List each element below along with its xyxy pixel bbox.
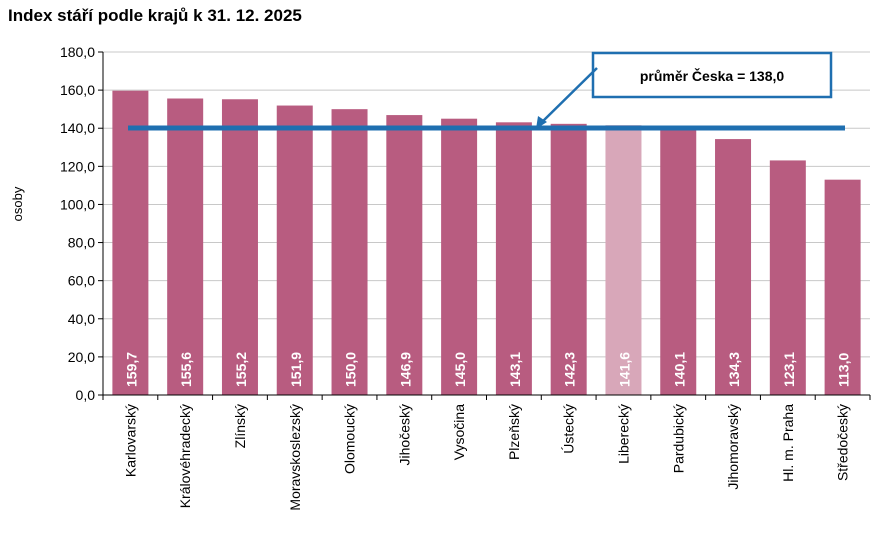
bar — [112, 90, 149, 396]
x-tick-label: Hl. m. Praha — [780, 404, 796, 482]
bar — [824, 179, 861, 395]
x-tick-label: Jihomoravský — [725, 404, 741, 490]
bar — [605, 125, 642, 395]
x-tick-label: Vysočina — [451, 404, 467, 461]
bar-value-label: 151,9 — [288, 352, 304, 387]
average-callout-box — [591, 51, 833, 99]
average-callout-pointer — [539, 67, 598, 125]
chart-title: Index stáří podle krajů k 31. 12. 2025 — [8, 6, 302, 25]
bar — [386, 115, 423, 396]
bar-value-label: 123,1 — [781, 352, 797, 387]
bar — [331, 109, 368, 396]
x-tick-label: Pardubický — [670, 404, 686, 473]
x-tick-label: Ústecký — [561, 404, 577, 454]
bar-value-label: 145,0 — [452, 352, 468, 387]
bar — [550, 123, 587, 395]
bar — [715, 139, 752, 395]
bar — [660, 128, 697, 395]
y-tick-label: 100,0 — [60, 196, 95, 212]
bar-value-label: 113,0 — [836, 353, 852, 387]
y-tick-label: 40,0 — [68, 311, 95, 327]
x-tick-label: Karlovarský — [122, 404, 138, 477]
y-tick-label: 80,0 — [68, 235, 95, 251]
bar — [167, 98, 204, 396]
x-tick-label: Středočeský — [835, 404, 851, 481]
bar — [276, 105, 313, 395]
y-tick-label: 120,0 — [60, 158, 95, 174]
bar-value-label: 146,9 — [397, 352, 413, 387]
y-tick-label: 140,0 — [60, 120, 95, 136]
y-tick-label: 160,0 — [60, 82, 95, 98]
x-axis: Karlovarský Královéhradecký Zlínský Moravsk… — [102, 394, 871, 511]
bars: 159,7 155,6 155,2 151,9 150,0 146,9 145,0 143,1… — [112, 90, 861, 396]
x-tick-label: Liberecký — [615, 404, 631, 464]
bar-value-label: 140,1 — [671, 352, 687, 387]
bar — [495, 122, 532, 395]
bar-value-label: 155,2 — [233, 352, 249, 387]
x-tick-label: Olomoucký — [342, 404, 358, 474]
y-tick-label: 180,0 — [60, 44, 95, 60]
average-callout-arrowhead — [536, 116, 547, 129]
x-tick-label: Zlínský — [232, 404, 248, 448]
bar — [221, 99, 258, 395]
bar-value-label: 142,3 — [562, 352, 578, 387]
bar-value-label: 143,1 — [507, 352, 523, 387]
grid-lines — [103, 51, 870, 396]
average-callout-text: průměr Česka = 138,0 — [640, 67, 785, 84]
bar-value-label: 159,7 — [123, 352, 139, 387]
bar-value-label: 141,6 — [616, 352, 632, 387]
bar-value-label: 150,0 — [343, 352, 359, 387]
bar-value-label: 134,3 — [726, 352, 742, 387]
y-axis: 0,0 20,0 40,0 60,0 80,0 100,0 120,0 140,0 160,0 1… — [60, 44, 104, 403]
x-tick-label: Moravskoslezský — [287, 404, 303, 511]
bar — [441, 118, 478, 395]
bar-value-label: 155,6 — [178, 352, 194, 387]
x-tick-label: Jihočeský — [396, 404, 412, 465]
average-annotation: průměr Česka = 138,0 — [128, 51, 845, 131]
y-axis-label: osoby — [10, 186, 25, 221]
y-tick-label: 20,0 — [68, 349, 95, 365]
x-tick-label: Královéhradecký — [177, 404, 193, 508]
x-tick-label: Plzeňský — [506, 404, 522, 460]
y-tick-label: 60,0 — [68, 273, 95, 289]
y-tick-label: 0,0 — [76, 387, 96, 403]
bar — [769, 160, 806, 395]
